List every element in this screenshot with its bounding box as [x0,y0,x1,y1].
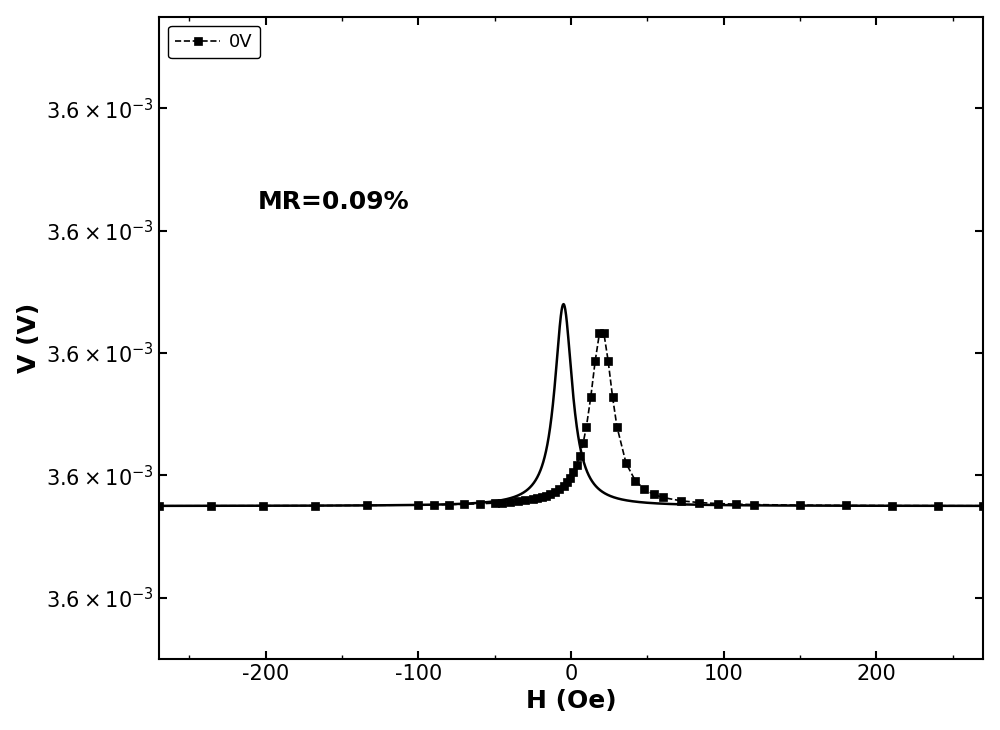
0V [593,328,605,337]
Line: 0V: 0V [155,328,988,510]
0V [977,502,989,510]
0V [840,501,852,510]
Legend: 0V: 0V [168,26,260,58]
0V [540,491,552,500]
X-axis label: H (Oe): H (Oe) [526,689,616,713]
0V [602,357,614,366]
Text: MR=0.09%: MR=0.09% [258,191,409,215]
0V [589,357,601,366]
0V [564,474,576,483]
0V [361,501,373,510]
0V [153,502,165,510]
Y-axis label: V (V): V (V) [17,303,41,373]
